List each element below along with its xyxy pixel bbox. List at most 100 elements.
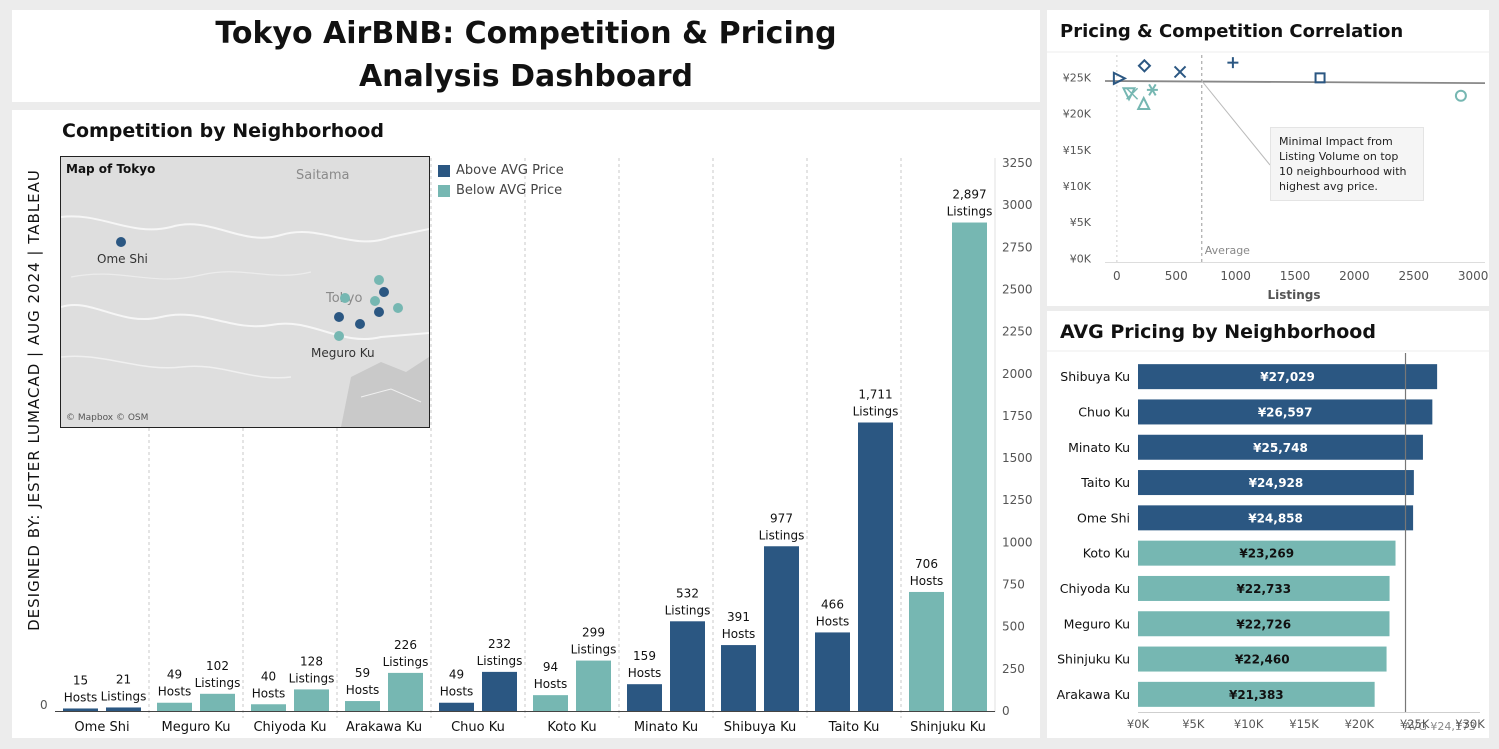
y-tick-label: 2750 (1002, 240, 1033, 254)
listings-bar (482, 671, 517, 711)
category-label: Ome Shi (74, 720, 129, 735)
listings-series-label: Listings (289, 671, 335, 685)
hosts-value-label: 49 (167, 668, 182, 682)
map-point-shinjuku[interactable] (334, 312, 344, 322)
legend-label-below: Below AVG Price (456, 183, 563, 198)
pricing-x-tick: ¥20K (1345, 717, 1375, 731)
map-point-taito[interactable] (379, 287, 389, 297)
price-category-label: Chiyoda Ku (1060, 581, 1130, 596)
map-point-chuo[interactable] (374, 307, 384, 317)
y-tick-label-left: 0 (40, 698, 48, 712)
hosts-bar (627, 684, 662, 711)
hosts-series-label: Hosts (440, 685, 474, 699)
price-value-label: ¥21,383 (1229, 688, 1284, 702)
price-category-label: Chuo Ku (1078, 404, 1130, 419)
legend-label-above: Above AVG Price (456, 163, 564, 178)
price-bar (1138, 611, 1390, 637)
price-bar (1138, 575, 1390, 601)
price-value-label: ¥25,748 (1253, 441, 1308, 455)
pricing-x-tick: ¥10K (1234, 717, 1264, 731)
hosts-series-label: Hosts (816, 614, 850, 628)
listings-series-label: Listings (947, 205, 993, 219)
price-bar (1138, 434, 1423, 460)
hosts-series-label: Hosts (64, 690, 98, 704)
price-value-label: ¥23,269 (1239, 547, 1294, 561)
price-category-label: Taito Ku (1080, 475, 1130, 490)
price-value-label: ¥22,726 (1236, 617, 1291, 631)
hosts-series-label: Hosts (158, 685, 192, 699)
hosts-bar (909, 591, 944, 711)
hosts-value-label: 94 (543, 660, 558, 674)
map-title: Map of Tokyo (66, 162, 156, 176)
map-point-chiyoda[interactable] (340, 293, 350, 303)
map-point-meguro[interactable] (334, 331, 344, 341)
listings-value-label: 977 (770, 511, 793, 525)
y-tick-label: 2250 (1002, 325, 1033, 339)
legend-below[interactable]: Below AVG Price (438, 183, 564, 198)
hosts-bar (721, 645, 756, 711)
hosts-series-label: Hosts (722, 627, 756, 641)
listings-bar (576, 660, 611, 711)
category-label: Arakawa Ku (346, 720, 422, 735)
dashboard-title-line1: Tokyo AirBNB: Competition & Pricing (215, 16, 837, 51)
price-category-label: Minato Ku (1068, 440, 1130, 455)
map-point-minato[interactable] (355, 319, 365, 329)
scatter-annotation: Minimal Impact from Listing Volume on to… (1270, 127, 1424, 201)
price-value-label: ¥24,928 (1249, 476, 1304, 490)
hosts-series-label: Hosts (534, 677, 568, 691)
hosts-bar (345, 701, 380, 711)
listings-bar (952, 222, 987, 711)
y-tick-label: 0 (1002, 704, 1010, 718)
price-category-label: Koto Ku (1083, 546, 1130, 561)
category-label: Meguro Ku (162, 720, 231, 735)
price-category-label: Shibuya Ku (1060, 369, 1130, 384)
dashboard-title-line2: Analysis Dashboard (358, 59, 694, 94)
listings-bar (388, 672, 423, 711)
pricing-title: AVG Pricing by Neighborhood (1060, 321, 1376, 343)
listings-value-label: 128 (300, 654, 323, 668)
price-legend: Above AVG Price Below AVG Price (438, 163, 564, 203)
price-bar (1138, 646, 1387, 672)
hosts-series-label: Hosts (252, 686, 286, 700)
listings-series-label: Listings (195, 676, 241, 690)
map-point-chuo-area[interactable] (370, 296, 380, 306)
category-label: Koto Ku (547, 720, 596, 735)
listings-series-label: Listings (571, 643, 617, 657)
hosts-value-label: 15 (73, 673, 88, 687)
category-label: Shinjuku Ku (910, 720, 986, 735)
hosts-value-label: 466 (821, 597, 844, 611)
price-value-label: ¥27,029 (1260, 370, 1315, 384)
map-point-ome[interactable] (116, 237, 126, 247)
y-tick-label: 250 (1002, 662, 1025, 676)
listings-series-label: Listings (665, 603, 711, 617)
tokyo-map[interactable]: Map of Tokyo Saitama Tokyo Ome Shi Megur… (60, 156, 430, 428)
listings-value-label: 299 (582, 626, 605, 640)
y-tick-label: 750 (1002, 578, 1025, 592)
map-point-koto[interactable] (393, 303, 403, 313)
y-tick-label: 3250 (1002, 156, 1033, 170)
price-category-label: Meguro Ku (1064, 616, 1130, 631)
title-panel: Tokyo AirBNB: Competition & Pricing Anal… (12, 10, 1040, 102)
price-category-label: Shinjuku Ku (1057, 652, 1130, 667)
map-point-arakawa[interactable] (374, 275, 384, 285)
price-value-label: ¥26,597 (1258, 405, 1313, 419)
category-label: Shibuya Ku (724, 720, 797, 735)
hosts-series-label: Hosts (628, 666, 662, 680)
listings-bar (200, 693, 235, 711)
listings-value-label: 1,711 (858, 387, 892, 401)
y-tick-label: 2500 (1002, 282, 1033, 296)
listings-series-label: Listings (853, 404, 899, 418)
legend-above[interactable]: Above AVG Price (438, 163, 564, 178)
listings-series-label: Listings (101, 689, 147, 703)
listings-bar (858, 422, 893, 711)
price-bar (1138, 399, 1433, 425)
hosts-bar (439, 702, 474, 711)
hosts-bar (251, 704, 286, 711)
hosts-series-label: Hosts (346, 683, 380, 697)
hosts-value-label: 159 (633, 649, 656, 663)
pricing-x-tick: ¥25K (1400, 717, 1430, 731)
hosts-series-label: Hosts (910, 574, 944, 588)
pricing-x-tick: ¥0K (1127, 717, 1150, 731)
